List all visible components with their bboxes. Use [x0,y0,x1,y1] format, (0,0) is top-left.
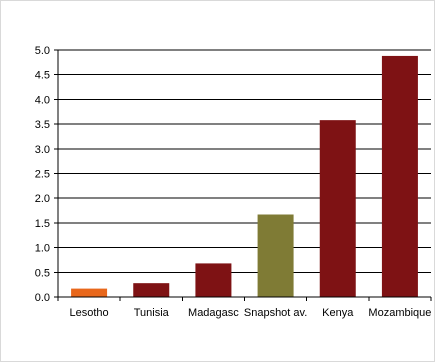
bar-madagasc [195,263,232,297]
y-tick-label: 5.0 [35,45,50,57]
gridlines [54,49,431,298]
y-tick-label: 4.0 [35,94,50,106]
bar-lesotho [71,288,108,297]
x-tick-label: Tunisia [134,307,170,319]
y-tick-label: 3.0 [35,144,50,156]
bar-snapshot-av [257,214,294,297]
x-tick-label: Mozambique [368,307,431,319]
bars [71,55,418,297]
y-tick-label: 0.0 [35,292,50,304]
y-tick-label: 1.0 [35,243,50,255]
x-tick-labels: Lesotho Tunisia Madagasc Snapshot av. Kenya M… [70,307,432,319]
x-tick-label: Kenya [322,307,354,319]
y-tick-label: 2.5 [35,169,50,181]
y-tick-label: 3.5 [35,119,50,131]
x-tick-label: Madagasc [188,307,239,319]
x-tick-label: Lesotho [70,307,109,319]
x-tick-label: Snapshot av. [244,307,307,319]
bar-tunisia [133,283,170,297]
bar-mozambique [381,55,418,297]
y-tick-label: 2.0 [35,193,50,205]
y-tick-label: 4.5 [35,70,50,82]
y-tick-label: 0.5 [35,267,50,279]
bar-kenya [319,120,356,297]
axes [57,50,432,301]
y-tick-label: 1.5 [35,218,50,230]
y-tick-labels: 0.0 0.5 1.0 1.5 2.0 2.5 3.0 3.5 4.0 4.5 5.0 [35,45,50,304]
